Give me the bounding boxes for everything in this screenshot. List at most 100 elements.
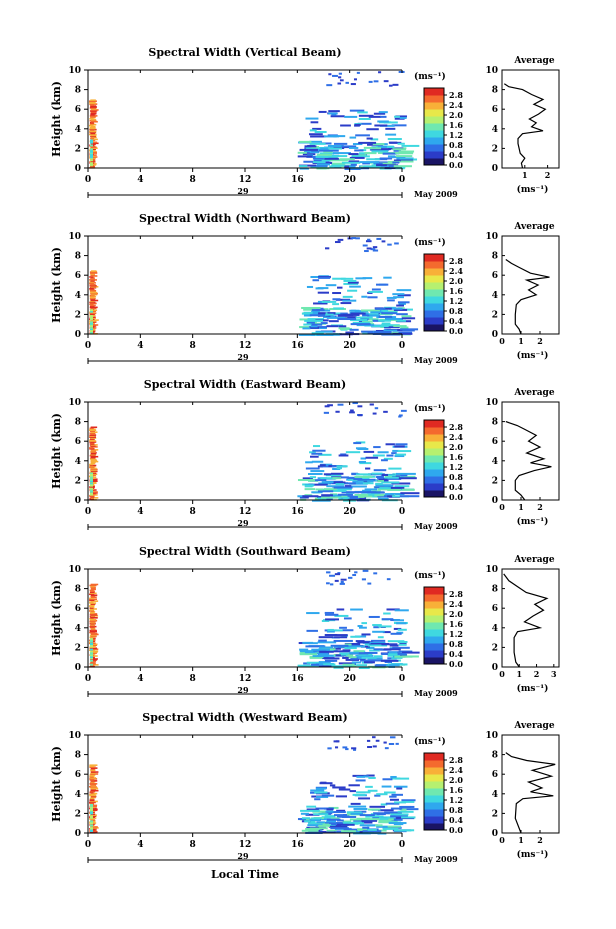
colorbar-tick-label: 0.0 bbox=[449, 492, 463, 502]
y-axis-label: Height (km) bbox=[50, 746, 63, 822]
panel-4: Spectral Width (Southward Beam) Height (k… bbox=[50, 545, 560, 698]
heatmap-cell bbox=[350, 409, 354, 412]
heatmap-cell bbox=[354, 123, 361, 126]
y-tick-label: 10 bbox=[68, 398, 81, 408]
heatmap-cell bbox=[324, 405, 330, 408]
heatmap-cell bbox=[332, 74, 338, 77]
heatmap-cell bbox=[382, 778, 393, 781]
heatmap-cell bbox=[375, 484, 392, 487]
heatmap-cell bbox=[304, 319, 324, 322]
heatmap-cell bbox=[310, 275, 319, 278]
heatmap-cell bbox=[369, 641, 386, 644]
heatmap-cell bbox=[328, 110, 340, 113]
x-tick-label: 0 bbox=[399, 674, 405, 684]
x-tick-label: 0 bbox=[85, 175, 91, 185]
heatmap-cell bbox=[89, 593, 95, 596]
heatmap-cell bbox=[306, 808, 319, 811]
heatmap-cell bbox=[90, 111, 97, 113]
heatmap-cell bbox=[353, 442, 362, 445]
heatmap-cell bbox=[89, 429, 97, 432]
heatmap-cell bbox=[355, 134, 370, 137]
heatmap-cell bbox=[89, 625, 97, 628]
colorbar-swatch bbox=[424, 441, 444, 449]
heatmap-cell bbox=[90, 661, 97, 663]
colorbar-swatch bbox=[424, 587, 444, 595]
panel-title: Spectral Width (Northward Beam) bbox=[139, 212, 351, 225]
y-tick-label: 8 bbox=[75, 585, 81, 595]
heatmap-cell bbox=[395, 453, 407, 456]
heatmap-cell bbox=[343, 828, 358, 831]
heatmap-cell bbox=[90, 621, 96, 624]
heatmap-cell bbox=[327, 312, 336, 315]
heatmap-cell bbox=[311, 460, 324, 463]
heatmap-cell bbox=[386, 296, 397, 299]
heatmap-cell bbox=[322, 657, 335, 660]
heatmap-cell bbox=[362, 495, 381, 498]
heatmap-cell bbox=[89, 766, 96, 768]
heatmap-cell bbox=[393, 619, 405, 622]
colorbar-swatch bbox=[424, 483, 444, 491]
heatmap-cell bbox=[89, 630, 98, 633]
heatmap-cell bbox=[398, 150, 415, 153]
y-tick-label: 4 bbox=[75, 457, 81, 467]
heatmap-cell bbox=[375, 329, 385, 332]
heatmap-cell bbox=[350, 812, 364, 815]
heatmap-cell bbox=[385, 493, 395, 496]
heatmap-cell bbox=[378, 821, 393, 824]
heatmap-cell bbox=[350, 83, 356, 86]
heatmap-cell bbox=[90, 648, 93, 651]
heatmap-cell bbox=[89, 103, 98, 105]
heatmap-cell bbox=[367, 238, 371, 241]
average-x-tick-label: 1 bbox=[518, 835, 524, 845]
heatmap-cell bbox=[319, 135, 326, 138]
average-x-label: (ms⁻¹) bbox=[517, 350, 549, 361]
heatmap-cell bbox=[89, 303, 94, 306]
heatmap-cell bbox=[365, 467, 371, 470]
average-x-tick-label: 2 bbox=[545, 170, 551, 180]
heatmap-cell bbox=[386, 475, 404, 478]
heatmap-cell bbox=[90, 611, 96, 613]
heatmap-cell bbox=[397, 641, 408, 644]
heatmap-cell bbox=[90, 135, 97, 138]
heatmap-cell bbox=[90, 446, 98, 448]
heatmap-cell bbox=[343, 279, 357, 282]
heatmap-cell bbox=[355, 277, 366, 280]
heatmap-cell bbox=[338, 72, 342, 75]
heatmap-cell bbox=[372, 249, 379, 252]
heatmap-cell bbox=[89, 629, 97, 632]
heatmap-cell bbox=[311, 332, 324, 335]
heatmap-cell bbox=[89, 790, 96, 793]
heatmap-cell bbox=[394, 455, 405, 458]
y-tick-label: 6 bbox=[75, 770, 81, 780]
heatmap-cell bbox=[312, 449, 326, 452]
heatmap-cell bbox=[339, 158, 355, 161]
x-tick-label: 16 bbox=[291, 175, 304, 185]
heatmap-cell bbox=[90, 769, 96, 771]
heatmap-cell bbox=[89, 434, 97, 436]
heatmap-cell bbox=[298, 140, 312, 143]
heatmap-cell bbox=[361, 622, 368, 625]
heatmap-cell bbox=[306, 661, 323, 664]
heatmap-cell bbox=[359, 161, 380, 164]
heatmap-cell bbox=[90, 767, 98, 769]
heatmap-cell bbox=[89, 466, 95, 469]
heatmap-cell bbox=[385, 317, 403, 320]
heatmap-cell bbox=[368, 776, 376, 779]
heatmap-cell bbox=[300, 812, 309, 815]
heatmap-cell bbox=[89, 290, 96, 293]
heatmap-cell bbox=[365, 785, 373, 788]
heatmap-cell bbox=[89, 818, 94, 820]
heatmap-cell bbox=[89, 481, 97, 483]
heatmap-cell bbox=[321, 142, 332, 145]
day-label: 29 bbox=[237, 186, 249, 196]
heatmap-cell bbox=[90, 627, 96, 630]
x-tick-label: 0 bbox=[399, 341, 405, 351]
heatmap-cell bbox=[379, 817, 389, 820]
colorbar-tick-label: 2.0 bbox=[449, 110, 463, 120]
heatmap-cell bbox=[381, 459, 388, 462]
heatmap-cell bbox=[319, 810, 327, 813]
heatmap-cell bbox=[302, 153, 316, 156]
heatmap-cell bbox=[394, 485, 410, 488]
heatmap-cell bbox=[381, 643, 398, 646]
heatmap-cell bbox=[384, 476, 404, 479]
